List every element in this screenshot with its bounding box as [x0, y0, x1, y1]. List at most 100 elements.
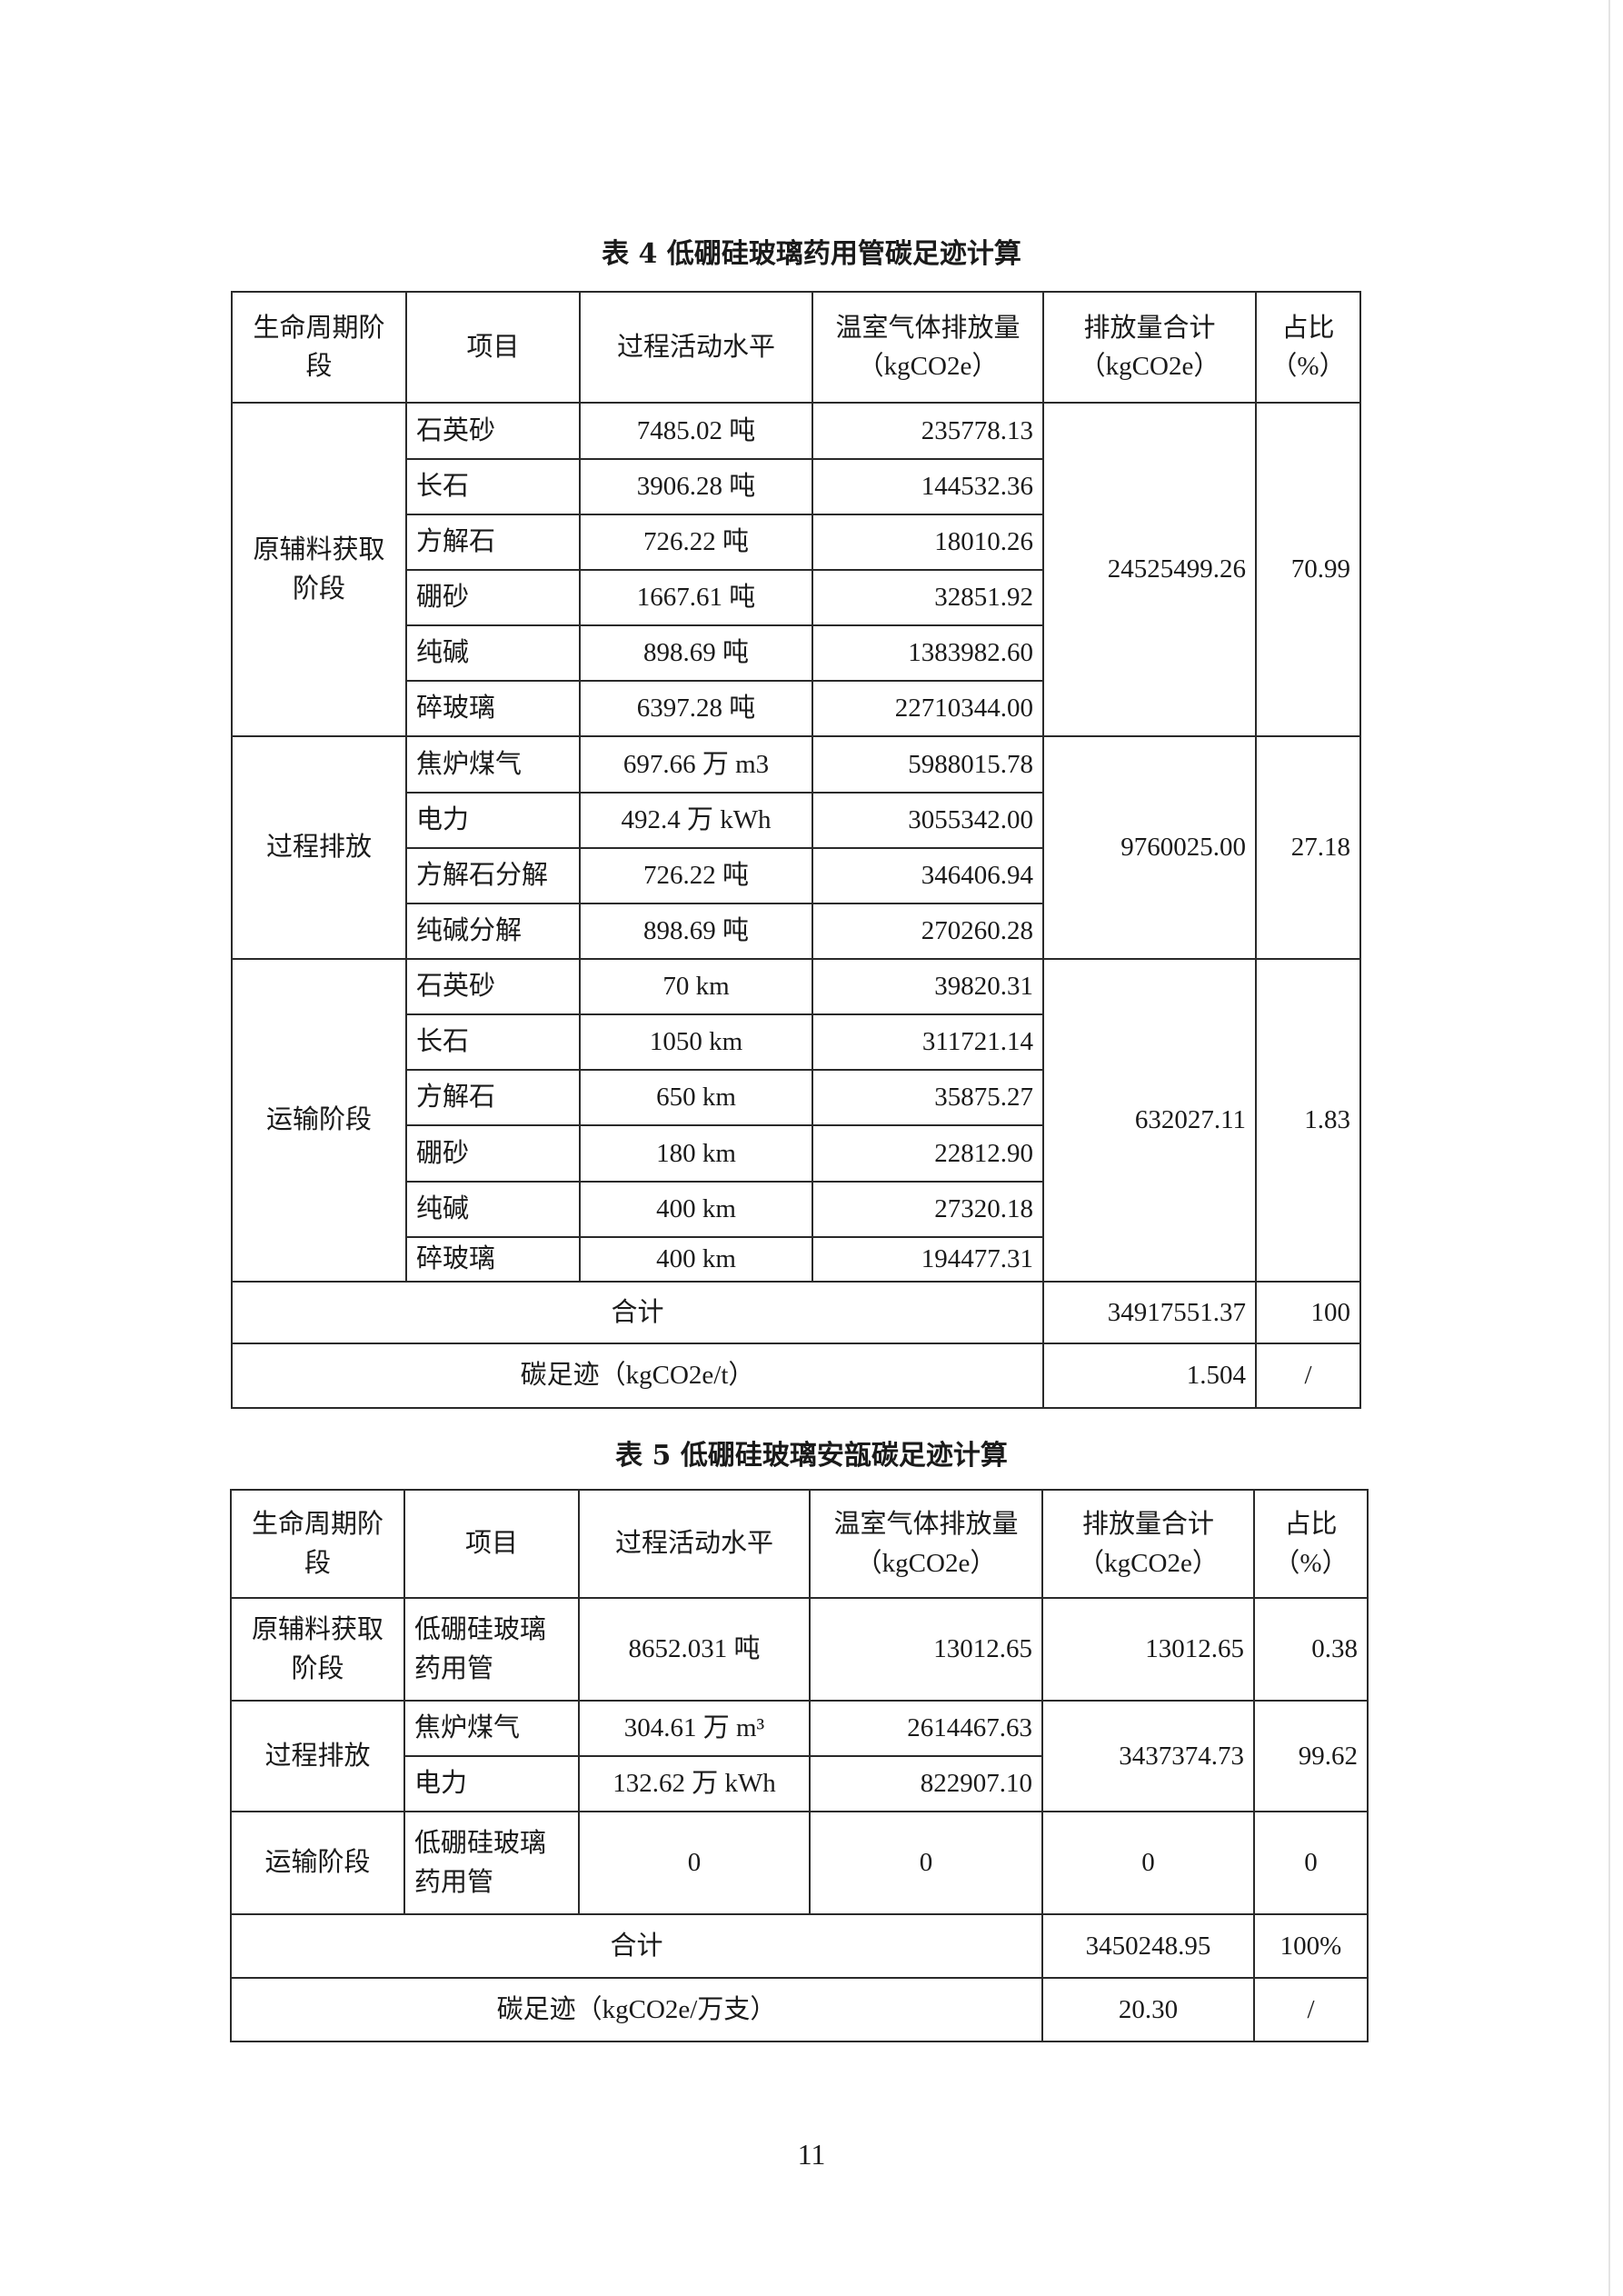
item-cell: 硼砂 [405, 569, 581, 626]
stage-total-cell: 24525499.26 [1042, 402, 1257, 737]
activity-cell: 3906.28 吨 [579, 458, 813, 515]
table-row: 硼砂 180 km 22812.90 [232, 1124, 1360, 1183]
column-header: 温室气体排放量（kgCO2e） [812, 291, 1044, 404]
table-row: 运输阶段 低硼硅玻璃药用管 0 0 0 0 [230, 1811, 1369, 1915]
item-cell: 石英砂 [405, 402, 581, 460]
emission-cell: 1383982.60 [812, 624, 1044, 682]
activity-cell: 492.4 万 kWh [579, 792, 813, 849]
table-row: 电力 492.4 万 kWh 3055342.00 [232, 792, 1360, 849]
emission-cell: 39820.31 [812, 958, 1044, 1015]
item-cell: 电力 [403, 1755, 580, 1812]
emission-cell: 2614467.63 [809, 1700, 1043, 1757]
table-row: 纯碱 400 km 27320.18 [232, 1181, 1360, 1238]
activity-cell: 8652.031 吨 [578, 1597, 811, 1702]
emission-cell: 22710344.00 [812, 680, 1044, 737]
item-cell: 焦炉煤气 [403, 1700, 580, 1757]
activity-cell: 1667.61 吨 [579, 569, 813, 626]
sum-share: 100% [1253, 1913, 1369, 1979]
table-row: 碎玻璃 400 km 194477.31 [232, 1236, 1360, 1283]
column-header: 温室气体排放量（kgCO2e） [809, 1489, 1043, 1599]
item-cell: 石英砂 [405, 958, 581, 1015]
item-cell: 低硼硅玻璃药用管 [403, 1597, 580, 1702]
footprint-value: 20.30 [1041, 1977, 1255, 2042]
table-row: 方解石 726.22 吨 18010.26 [232, 514, 1360, 571]
header-row: 生命周期阶段 项目 过程活动水平 温室气体排放量（kgCO2e） 排放量合计（kgCO2… [230, 1489, 1369, 1599]
item-cell: 焦炉煤气 [405, 735, 581, 794]
column-header: 项目 [403, 1489, 580, 1599]
activity-cell: 304.61 万 m³ [578, 1700, 811, 1757]
column-header: 生命周期阶段 [230, 1489, 405, 1599]
footprint-value: 1.504 [1042, 1343, 1257, 1409]
emission-cell: 194477.31 [812, 1236, 1044, 1283]
activity-cell: 6397.28 吨 [579, 680, 813, 737]
share-cell: 0 [1253, 1811, 1369, 1915]
activity-cell: 697.66 万 m3 [579, 735, 813, 794]
table4-title: 表 4 低硼硅玻璃药用管碳足迹计算 [602, 238, 1021, 270]
table4: 生命周期阶段 项目 过程活动水平 温室气体排放量（kgCO2e） 排放量合计（kgCO2… [231, 291, 1361, 1409]
column-header: 占比（%） [1253, 1489, 1369, 1599]
activity-cell: 726.22 吨 [579, 514, 813, 571]
table-row: 原辅料获取阶段 低硼硅玻璃药用管 8652.031 吨 13012.65 13012.6… [230, 1597, 1369, 1702]
item-cell: 方解石 [405, 1069, 581, 1126]
emission-cell: 822907.10 [809, 1755, 1043, 1812]
item-cell: 纯碱分解 [405, 903, 581, 960]
stage-total-cell: 9760025.00 [1042, 735, 1257, 960]
activity-cell: 400 km [579, 1236, 813, 1283]
sum-label: 合计 [231, 1281, 1044, 1344]
emission-cell: 32851.92 [812, 569, 1044, 626]
table-row: 方解石 650 km 35875.27 [232, 1069, 1360, 1126]
activity-cell: 726.22 吨 [579, 847, 813, 904]
page-edge [1608, 0, 1610, 2296]
header-row: 生命周期阶段 项目 过程活动水平 温室气体排放量（kgCO2e） 排放量合计（kgCO2… [231, 291, 1361, 404]
column-header: 过程活动水平 [578, 1489, 811, 1599]
emission-cell: 18010.26 [812, 514, 1044, 571]
total-cell: 13012.65 [1041, 1597, 1255, 1702]
column-header: 排放量合计（kgCO2e） [1041, 1489, 1255, 1599]
table-row: 长石 1050 km 311721.14 [232, 1013, 1360, 1071]
activity-cell: 1050 km [579, 1013, 813, 1071]
item-cell: 纯碱 [405, 624, 581, 682]
emission-cell: 270260.28 [812, 903, 1044, 960]
sum-label: 合计 [230, 1913, 1043, 1979]
item-cell: 纯碱 [405, 1181, 581, 1238]
table-row: 硼砂 1667.61 吨 32851.92 [232, 569, 1360, 626]
footprint-label: 碳足迹（kgCO2e/万支） [230, 1977, 1043, 2042]
column-header: 过程活动水平 [579, 291, 813, 404]
sum-total: 3450248.95 [1041, 1913, 1255, 1979]
sum-row: 合计 3450248.95 100% [230, 1913, 1369, 1979]
table5: 生命周期阶段 项目 过程活动水平 温室气体排放量（kgCO2e） 排放量合计（kgCO2… [230, 1489, 1369, 2042]
activity-cell: 180 km [579, 1124, 813, 1183]
stage-share-cell: 1.83 [1255, 958, 1361, 1283]
item-cell: 低硼硅玻璃药用管 [403, 1811, 580, 1915]
table-row: 电力 132.62 万 kWh 822907.10 [231, 1755, 1368, 1812]
column-header: 占比（%） [1255, 291, 1361, 404]
column-header: 生命周期阶段 [231, 291, 407, 404]
item-cell: 电力 [405, 792, 581, 849]
activity-cell: 0 [578, 1811, 811, 1915]
stage-share-cell: 27.18 [1255, 735, 1361, 960]
page-number: 11 [797, 2138, 826, 2171]
table-row: 纯碱 898.69 吨 1383982.60 [232, 624, 1360, 682]
footprint-share: / [1253, 1977, 1369, 2042]
footprint-row: 碳足迹（kgCO2e/t） 1.504/ [231, 1343, 1361, 1409]
activity-cell: 400 km [579, 1181, 813, 1238]
emission-cell: 3055342.00 [812, 792, 1044, 849]
activity-cell: 7485.02 吨 [579, 402, 813, 460]
item-cell: 硼砂 [405, 1124, 581, 1183]
stage-cell: 过程排放 [230, 1700, 405, 1812]
table-row: 过程排放 焦炉煤气 697.66 万 m3 5988015.78 9760025.00 2… [231, 735, 1361, 960]
item-cell: 碎玻璃 [405, 1236, 581, 1283]
footprint-row: 碳足迹（kgCO2e/万支） 20.30/ [230, 1977, 1369, 2042]
table-row: 过程排放 焦炉煤气 304.61 万 m³ 2614467.63 3437374.73 9… [230, 1700, 1369, 1812]
emission-cell: 311721.14 [812, 1013, 1044, 1071]
item-cell: 碎玻璃 [405, 680, 581, 737]
column-header: 项目 [405, 291, 581, 404]
emission-cell: 144532.36 [812, 458, 1044, 515]
activity-cell: 898.69 吨 [579, 903, 813, 960]
activity-cell: 898.69 吨 [579, 624, 813, 682]
activity-cell: 132.62 万 kWh [578, 1755, 811, 1812]
table-row: 运输阶段 石英砂 70 km 39820.31 632027.11 1.83 [231, 958, 1361, 1283]
emission-cell: 27320.18 [812, 1181, 1044, 1238]
table-row: 方解石分解 726.22 吨 346406.94 [232, 847, 1360, 904]
item-cell: 长石 [405, 458, 581, 515]
